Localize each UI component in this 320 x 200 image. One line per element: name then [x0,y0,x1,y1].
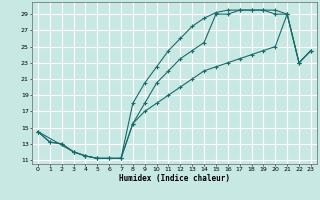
X-axis label: Humidex (Indice chaleur): Humidex (Indice chaleur) [119,174,230,183]
